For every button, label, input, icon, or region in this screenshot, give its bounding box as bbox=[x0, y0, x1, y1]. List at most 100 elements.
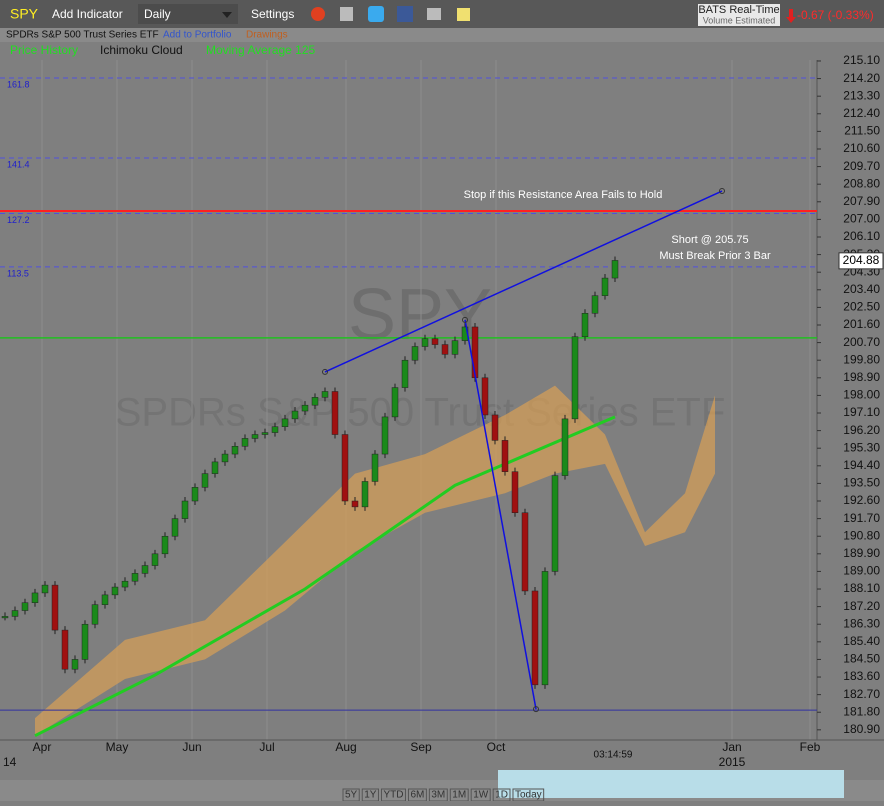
candle bbox=[371, 453, 379, 482]
y-tick-label: 195.30 bbox=[843, 440, 880, 454]
trendline bbox=[324, 190, 723, 373]
time-label: 03:14:59 bbox=[594, 750, 633, 761]
candle bbox=[41, 584, 49, 594]
y-tick-label: 209.70 bbox=[843, 159, 880, 173]
trendline-handle bbox=[533, 706, 539, 713]
price-tag bbox=[838, 252, 884, 270]
candle bbox=[11, 610, 19, 617]
x-tick-label: Oct bbox=[487, 740, 506, 754]
navigator-window[interactable] bbox=[498, 770, 844, 798]
candle bbox=[291, 410, 299, 420]
feed-note: Volume Estimated bbox=[703, 15, 776, 25]
candle bbox=[21, 602, 29, 611]
moving-average bbox=[34, 415, 616, 738]
feed-badge bbox=[698, 4, 780, 26]
interval[interactable]: Daily bbox=[144, 7, 171, 21]
candle bbox=[611, 260, 619, 279]
x-tick-label: May bbox=[106, 740, 129, 754]
y-tick-label: 206.10 bbox=[843, 229, 880, 243]
range-button[interactable]: 6M bbox=[410, 790, 424, 801]
range-button[interactable]: 1W bbox=[473, 790, 489, 801]
price-tag-label: 204.88 bbox=[843, 253, 880, 267]
y-tick-label: 184.50 bbox=[843, 652, 880, 666]
annotation: Short @ 205.75 bbox=[671, 234, 748, 246]
y-tick-label: 180.90 bbox=[843, 722, 880, 736]
candle bbox=[541, 571, 549, 686]
calc-icon[interactable] bbox=[340, 7, 353, 21]
alarm-icon[interactable] bbox=[311, 7, 325, 21]
candle bbox=[391, 387, 399, 418]
candle bbox=[551, 475, 559, 572]
range-button[interactable]: 1D bbox=[495, 790, 508, 801]
interval-select[interactable] bbox=[138, 4, 238, 24]
candle bbox=[1, 616, 9, 619]
range-button[interactable]: YTD bbox=[383, 790, 403, 801]
y-tick-label: 181.80 bbox=[843, 704, 880, 718]
candle bbox=[501, 440, 509, 472]
candle bbox=[151, 553, 159, 566]
add-indicator[interactable]: Add Indicator bbox=[52, 7, 123, 21]
legend-item[interactable]: Moving Average 125 bbox=[206, 43, 316, 57]
candle bbox=[261, 432, 269, 435]
candle bbox=[281, 418, 289, 427]
drawings[interactable]: Drawings bbox=[246, 30, 288, 41]
y-tick-label: 186.30 bbox=[843, 616, 880, 630]
range-button[interactable]: 5Y bbox=[345, 790, 358, 801]
y-tick-label: 213.30 bbox=[843, 88, 880, 102]
range-button[interactable]: 1M bbox=[452, 790, 466, 801]
legend-item[interactable]: Ichimoku Cloud bbox=[100, 43, 183, 57]
y-tick-label: 191.70 bbox=[843, 511, 880, 525]
fib-label: 161.8 bbox=[7, 79, 30, 89]
candle bbox=[491, 414, 499, 441]
x-tick-label: Jan bbox=[722, 740, 741, 754]
watermark: SPY bbox=[348, 275, 492, 355]
candle bbox=[31, 592, 39, 603]
y-tick-label: 196.20 bbox=[843, 423, 880, 437]
candle bbox=[171, 518, 179, 537]
y-tick-label: 203.40 bbox=[843, 282, 880, 296]
annotation: Must Break Prior 3 Bar bbox=[659, 250, 771, 262]
symbol[interactable]: SPY bbox=[10, 6, 39, 22]
candle bbox=[161, 535, 169, 555]
settings[interactable]: Settings bbox=[251, 7, 294, 21]
y-tick-label: 201.60 bbox=[843, 317, 880, 331]
candle bbox=[411, 346, 419, 361]
annotation: Stop if this Resistance Area Fails to Ho… bbox=[464, 189, 663, 201]
x-tick-label: Jul bbox=[259, 740, 274, 754]
candle bbox=[241, 438, 249, 447]
watermark-name: SPDRs S&P 500 Trust Series ETF bbox=[115, 391, 726, 435]
range-button[interactable]: 1Y bbox=[364, 790, 377, 801]
x-tick-label: Jun bbox=[182, 740, 201, 754]
candle bbox=[131, 573, 139, 582]
candle bbox=[381, 416, 389, 455]
twitter-icon[interactable] bbox=[368, 6, 384, 22]
range-button[interactable]: Today bbox=[515, 790, 542, 801]
trendline bbox=[464, 319, 537, 710]
y-tick-label: 200.70 bbox=[843, 335, 880, 349]
range-button[interactable]: 3M bbox=[431, 790, 445, 801]
trendline-handle bbox=[719, 188, 725, 195]
candle bbox=[141, 565, 149, 574]
y-tick-label: 215.10 bbox=[843, 53, 880, 67]
change: -0.67 (-0.33%) bbox=[797, 8, 874, 22]
candle bbox=[201, 473, 209, 488]
dropdown-arrow bbox=[222, 12, 232, 18]
feed: BATS Real-Time bbox=[698, 4, 779, 16]
facebook-icon[interactable] bbox=[397, 6, 413, 22]
legend-item[interactable]: Price History bbox=[10, 43, 78, 57]
note-icon[interactable] bbox=[457, 8, 470, 21]
candle bbox=[361, 481, 369, 508]
y-tick-label: 189.00 bbox=[843, 564, 880, 578]
y-tick-label: 190.80 bbox=[843, 528, 880, 542]
share-icon[interactable] bbox=[427, 8, 441, 20]
y-tick-label: 185.40 bbox=[843, 634, 880, 648]
candle bbox=[181, 500, 189, 519]
candle bbox=[481, 377, 489, 416]
down-arrow bbox=[786, 9, 796, 23]
y-tick-label: 207.90 bbox=[843, 194, 880, 208]
y-tick-label: 202.50 bbox=[843, 300, 880, 314]
candle bbox=[351, 500, 359, 508]
candle bbox=[581, 313, 589, 337]
add-portfolio[interactable]: Add to Portfolio bbox=[163, 30, 232, 41]
